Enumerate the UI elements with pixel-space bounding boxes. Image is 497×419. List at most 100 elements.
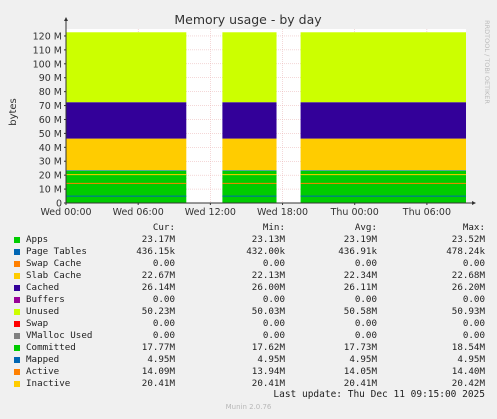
legend-header: Cur: Min: Avg: Max: xyxy=(0,222,497,234)
legend-max: 4.95M xyxy=(457,354,485,365)
area-page-tables-seg3 xyxy=(300,170,466,171)
y-axis-label: bytes xyxy=(8,98,19,126)
legend-name: Cached xyxy=(26,282,60,293)
legend-cur: 22.67M xyxy=(141,270,175,281)
legend-cur: 436.15k xyxy=(136,246,175,257)
legend-max: 0.00 xyxy=(462,294,485,305)
legend-row-apps: Apps 23.17M 23.13M 23.19M 23.52M xyxy=(0,234,497,246)
legend-avg: 22.34M xyxy=(343,270,377,281)
legend-name: Mapped xyxy=(26,354,60,365)
legend-max: 22.68M xyxy=(451,270,485,281)
legend-name: Page Tables xyxy=(26,246,87,257)
legend-avg: 436.91k xyxy=(338,246,377,257)
legend-max: 0.00 xyxy=(462,258,485,269)
last-update: Last update: Thu Dec 11 09:15:00 2025 xyxy=(273,389,485,400)
legend-name: Swap xyxy=(26,318,49,329)
area-apps-seg3 xyxy=(300,170,466,203)
legend-avg: 0.00 xyxy=(354,258,377,269)
legend-row-unused: Unused 50.23M 50.03M 50.58M 50.93M xyxy=(0,306,497,318)
legend-avg: 0.00 xyxy=(354,330,377,341)
legend-row-committed: Committed 17.77M 17.62M 17.73M 18.54M xyxy=(0,342,497,354)
legend-row-mapped: Mapped 4.95M 4.95M 4.95M 4.95M xyxy=(0,354,497,366)
area-apps-seg2 xyxy=(222,170,277,203)
legend-swatch xyxy=(14,273,20,279)
legend-swatch xyxy=(14,297,20,303)
y-tick-label-7: 70 M xyxy=(39,101,62,112)
legend-row-buffers: Buffers 0.00 0.00 0.00 0.00 xyxy=(0,294,497,306)
legend-row-vmalloc-used: VMalloc Used 0.00 0.00 0.00 0.00 xyxy=(0,330,497,342)
legend-cur: 26.14M xyxy=(141,282,175,293)
y-tick-label-6: 60 M xyxy=(39,115,62,126)
legend-avg: 26.11M xyxy=(343,282,377,293)
x-tick-label-3: Wed 18:00 xyxy=(257,207,308,218)
y-tick-label-2: 20 M xyxy=(39,171,62,182)
legend-name: Active xyxy=(26,366,60,377)
x-tick-label-2: Wed 12:00 xyxy=(185,207,236,218)
legend-cur: 0.00 xyxy=(152,318,175,329)
y-tick-label-1: 10 M xyxy=(39,185,62,196)
y-tick-label-5: 50 M xyxy=(39,129,62,140)
legend-swatch xyxy=(14,333,20,339)
legend-min: 26.00M xyxy=(251,282,285,293)
series-lines xyxy=(66,174,466,197)
x-tick-label-4: Thu 00:00 xyxy=(330,207,379,218)
legend-max: 0.00 xyxy=(462,330,485,341)
legend-swatch xyxy=(14,261,20,267)
legend-min: 0.00 xyxy=(262,318,285,329)
legend-max: 478.24k xyxy=(446,246,485,257)
legend-min: 23.13M xyxy=(251,234,285,245)
legend-row-swap-cache: Swap Cache 0.00 0.00 0.00 0.00 xyxy=(0,258,497,270)
legend-max: 26.20M xyxy=(451,282,485,293)
legend-row-cached: Cached 26.14M 26.00M 26.11M 26.20M xyxy=(0,282,497,294)
legend-name: Apps xyxy=(26,234,49,245)
legend-max: 18.54M xyxy=(451,342,485,353)
header-min: Min: xyxy=(262,222,285,233)
legend-swatch xyxy=(14,369,20,375)
legend-swatch xyxy=(14,321,20,327)
legend-name: Committed xyxy=(26,342,76,353)
legend-avg: 4.95M xyxy=(349,354,377,365)
area-slab-cache-seg3 xyxy=(300,138,466,171)
legend-cur: 4.95M xyxy=(147,354,175,365)
legend-max: 23.52M xyxy=(451,234,485,245)
legend-swatch xyxy=(14,345,20,351)
area-slab-cache-seg2 xyxy=(222,138,277,171)
legend-min: 0.00 xyxy=(262,330,285,341)
legend-name: Inactive xyxy=(26,378,71,389)
legend-row-inactive: Inactive 20.41M 20.41M 20.41M 20.42M xyxy=(0,378,497,390)
x-axis-arrow xyxy=(472,201,476,205)
area-cached-seg2 xyxy=(222,102,277,139)
legend-min: 432.00k xyxy=(246,246,285,257)
area-unused-seg2 xyxy=(222,32,277,103)
area-cached-seg1 xyxy=(66,102,187,139)
header-max: Max: xyxy=(462,222,485,233)
y-axis-arrow xyxy=(64,17,68,21)
legend: Cur: Min: Avg: Max: Apps 23.17M 23.13M 23.1… xyxy=(0,222,497,390)
x-tick-label-1: Wed 06:00 xyxy=(113,207,164,218)
legend-min: 4.95M xyxy=(257,354,285,365)
legend-cur: 0.00 xyxy=(152,294,175,305)
legend-cur: 23.17M xyxy=(141,234,175,245)
legend-row-swap: Swap 0.00 0.00 0.00 0.00 xyxy=(0,318,497,330)
legend-min: 0.00 xyxy=(262,294,285,305)
area-slab-cache-seg1 xyxy=(66,138,187,171)
rrdtool-side-label: RRDTOOL / TOBI OETIKER xyxy=(483,20,491,104)
legend-cur: 0.00 xyxy=(152,258,175,269)
y-tick-label-11: 110 M xyxy=(33,45,62,56)
legend-min: 17.62M xyxy=(251,342,285,353)
axes xyxy=(64,17,476,205)
memory-chart: Memory usage - by day bytes RRDTOOL / TO… xyxy=(8,12,491,218)
legend-name: Buffers xyxy=(26,294,65,305)
y-tick-label-8: 80 M xyxy=(39,87,62,98)
legend-max: 50.93M xyxy=(451,306,485,317)
y-tick-label-4: 40 M xyxy=(39,143,62,154)
legend-row-page-tables: Page Tables 436.15k 432.00k 436.91k 478.24k xyxy=(0,246,497,258)
legend-name: Swap Cache xyxy=(26,258,82,269)
legend-avg: 50.58M xyxy=(343,306,377,317)
legend-rows: Apps 23.17M 23.13M 23.19M 23.52M Page Tables 4… xyxy=(0,234,497,390)
legend-avg: 23.19M xyxy=(343,234,377,245)
legend-max: 14.40M xyxy=(451,366,485,377)
area-page-tables-seg2 xyxy=(222,170,277,171)
legend-cur: 0.00 xyxy=(152,330,175,341)
header-cur: Cur: xyxy=(152,222,175,233)
